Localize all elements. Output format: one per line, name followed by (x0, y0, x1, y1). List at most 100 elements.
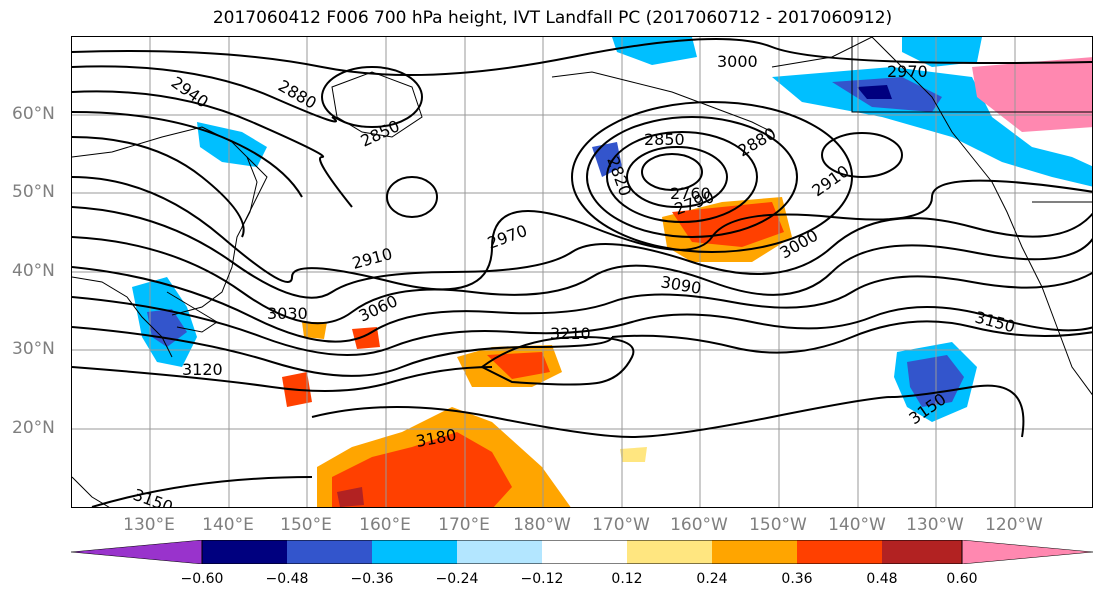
contour-label-3: 2850 (358, 116, 403, 150)
colorbar-tick-9: 0.48 (866, 571, 898, 587)
lon-label-150w: 150°W (749, 515, 807, 535)
contour-label-8: 3120 (182, 360, 223, 379)
map-panel: 2940 2880 2850 2910 2970 3030 3060 3120 … (71, 36, 1093, 508)
neg-region-okhotsk (197, 122, 267, 167)
contour-2940 (72, 65, 337, 123)
contour-3150-south (91, 476, 313, 507)
lon-label-180w: 180°W (513, 515, 571, 535)
lon-label-160w: 160°W (670, 515, 728, 535)
coast-kamchatka (241, 156, 268, 228)
contour-label-14: 2760 (670, 184, 711, 203)
lat-label-50n: 50°N (12, 182, 55, 202)
colorbar-tick-7: 0.24 (696, 571, 728, 587)
colorbar-segment-8 (797, 540, 882, 564)
contour-label-21: 2970 (887, 62, 928, 81)
colorbar-segment-5 (542, 540, 627, 564)
colorbar-svg (71, 540, 1093, 564)
colorbar-tick-5: −0.12 (520, 571, 564, 587)
contour-3150 (611, 320, 1092, 354)
colorbar-tick-6: 0.12 (611, 571, 643, 587)
lon-label-140w: 140°W (828, 515, 886, 535)
colorbar-extend-min (71, 540, 203, 564)
contour-3000 (72, 236, 1092, 325)
colorbar-segment-1 (202, 540, 287, 564)
lon-label-150e: 150°E (280, 515, 332, 535)
coast-northamerica (871, 37, 1092, 396)
colorbar-outline (201, 540, 963, 564)
colorbar-tick-1: −0.60 (180, 571, 224, 587)
colorbar-tick-2: −0.48 (265, 571, 309, 587)
lat-label-40n: 40°N (12, 261, 55, 281)
lon-label-170w: 170°W (592, 515, 650, 535)
contour-2880-west (72, 111, 303, 198)
contour-2790 (626, 146, 728, 208)
neg-max-alaska (857, 85, 892, 99)
neg-region-gulf (592, 142, 622, 177)
lon-label-130e: 130°E (123, 515, 175, 535)
pos-core-tropical (332, 432, 512, 507)
contour-2850-chukotka (321, 66, 423, 128)
map-title: 2017060412 F006 700 hPa height, IVT Land… (212, 8, 893, 28)
contour-2850 (586, 116, 798, 238)
contour-label-12: 2850 (644, 130, 685, 149)
contour-3180 (311, 384, 1025, 439)
pos-core-subtropical (487, 352, 550, 379)
coast-philippines (72, 476, 110, 507)
colorbar-extend-max (961, 540, 1093, 564)
colorbar-segment-6 (627, 540, 712, 564)
coast-aleutians (551, 71, 773, 133)
colorbar-tick-4: −0.24 (435, 571, 479, 587)
colorbar-tick-10: 0.60 (946, 571, 978, 587)
contour-2910 (72, 176, 1092, 291)
lon-label-170e: 170°E (438, 515, 490, 535)
lat-label-60n: 60°N (12, 104, 55, 124)
colorbar (71, 540, 1093, 564)
pos-spot-4 (620, 447, 647, 462)
pos-pink-region (972, 57, 1092, 132)
neg-region-north (612, 37, 697, 65)
neg-region-yukon (902, 37, 982, 67)
contour-2820 (606, 131, 758, 223)
contour-label-20: 3000 (717, 52, 758, 71)
contour-label-6: 3030 (267, 304, 308, 323)
colorbar-tick-3: −0.36 (350, 571, 394, 587)
contour-label-7: 3060 (356, 291, 401, 325)
contour-label-5: 2970 (485, 221, 530, 253)
graticule (72, 37, 1092, 507)
contour-3150-west (72, 366, 493, 392)
colorbar-segment-3 (372, 540, 457, 564)
lon-label-130w: 130°W (906, 515, 964, 535)
lat-label-20n: 20°N (12, 418, 55, 438)
contour-3210 (480, 335, 635, 386)
lon-label-120w: 120°W (985, 515, 1043, 535)
colorbar-segment-7 (712, 540, 797, 564)
contour-2760 (641, 153, 703, 191)
contour-2970 (72, 206, 1092, 299)
coast-china (72, 276, 173, 358)
colorbar-segment-9 (882, 540, 962, 564)
pos-spot-3 (302, 322, 327, 339)
colorbar-segment-4 (457, 540, 542, 564)
coast-asia (72, 126, 258, 316)
colorbar-segment-2 (287, 540, 372, 564)
colorbar-tick-8: 0.36 (781, 571, 813, 587)
contour-2850-okhotsk (386, 176, 438, 218)
contour-2910-east (821, 132, 903, 178)
contour-3000-north (72, 38, 1092, 76)
pos-max-tropical (337, 487, 364, 507)
map-canvas: 2940 2880 2850 2910 2970 3030 3060 3120 … (72, 37, 1092, 507)
lat-label-30n: 30°N (12, 339, 55, 359)
contour-2910-west (72, 90, 353, 208)
contour-label-17: 2910 (808, 161, 852, 200)
contour-label-11: 3210 (550, 324, 591, 343)
coastlines (72, 37, 1092, 507)
border-alaska (851, 37, 1092, 113)
lon-label-160e: 160°E (359, 515, 411, 535)
contour-3120 (72, 326, 613, 377)
contour-label-4: 2910 (350, 244, 394, 273)
height-contours (72, 38, 1092, 507)
lon-label-140e: 140°E (202, 515, 254, 535)
contour-3090 (72, 296, 1092, 356)
contour-2850-west (72, 136, 245, 238)
contour-3060 (72, 266, 1092, 343)
